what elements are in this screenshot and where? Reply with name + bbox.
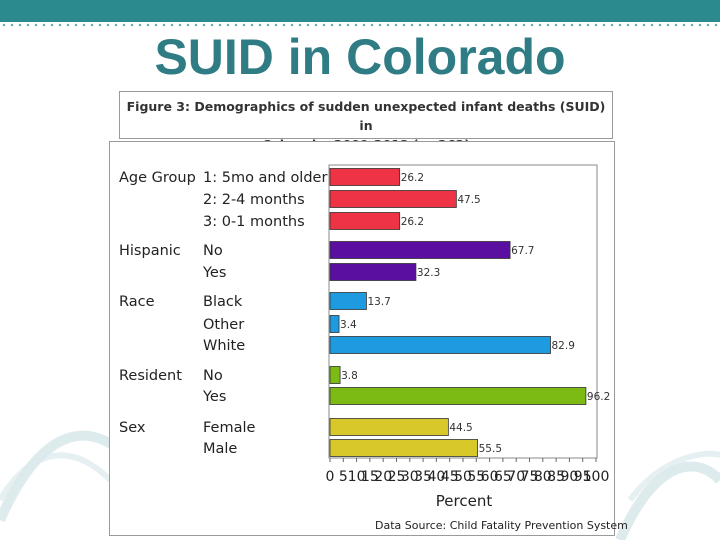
x-tick-label-30: 30	[401, 469, 419, 485]
category-label-sex-male: Male	[203, 441, 237, 457]
bar-hispanic-no	[329, 241, 511, 259]
group-label-hispanic: Hispanic	[119, 243, 181, 259]
x-tick-label-55: 55	[467, 469, 485, 485]
category-label-hispanic-no: No	[203, 243, 223, 259]
category-label-race-black: Black	[203, 294, 243, 310]
category-label-age-group-1-5mo-and-older: 1: 5mo and older	[203, 170, 327, 186]
value-label-race-other: 3.4	[340, 319, 357, 331]
category-label-race-other: Other	[203, 317, 244, 333]
bar-hispanic-yes	[329, 263, 417, 281]
bar-resident-no	[329, 366, 341, 384]
x-tick-label-70: 70	[507, 469, 525, 485]
header-band	[0, 0, 720, 22]
value-label-age-group-1-5mo-and-older: 26.2	[401, 172, 424, 184]
x-tick-label-5: 5	[339, 469, 348, 485]
category-label-age-group-2-2-4-months: 2: 2-4 months	[203, 192, 305, 208]
x-tick-label-0: 0	[326, 469, 335, 485]
category-label-sex-female: Female	[203, 420, 256, 436]
value-label-hispanic-no: 67.7	[511, 245, 534, 257]
x-tick-label-25: 25	[388, 469, 406, 485]
figure-caption-line1: Figure 3: Demographics of sudden unexpec…	[126, 99, 606, 133]
value-label-age-group-2-2-4-months: 47.5	[457, 194, 480, 206]
value-label-hispanic-yes: 32.3	[417, 267, 440, 279]
value-label-resident-no: 3.8	[341, 370, 358, 382]
bar-age-group-3-0-1-months	[329, 212, 401, 230]
bar-age-group-1-5mo-and-older	[329, 168, 401, 186]
x-axis-title: Percent	[436, 492, 493, 510]
bar-race-black	[329, 292, 367, 310]
value-label-race-white: 82.9	[552, 340, 575, 352]
slide-title: SUID in Colorado	[154, 29, 566, 85]
bar-sex-male	[329, 439, 479, 457]
bar-race-other	[329, 315, 340, 333]
x-tick-label-45: 45	[441, 469, 459, 485]
value-label-race-black: 13.7	[367, 296, 390, 308]
category-label-resident-yes: Yes	[202, 389, 226, 405]
x-tick-label-60: 60	[481, 469, 499, 485]
bar-resident-yes	[329, 387, 587, 405]
x-tick-label-40: 40	[427, 469, 445, 485]
value-label-sex-male: 55.5	[479, 443, 502, 455]
x-tick-label-100: 100	[583, 469, 610, 485]
x-tick-label-50: 50	[454, 469, 472, 485]
bar-race-white	[329, 336, 551, 354]
header-dot-pattern	[0, 22, 720, 28]
data-source-note: Data Source: Child Fatality Prevention S…	[375, 519, 628, 532]
x-tick-label-35: 35	[414, 469, 432, 485]
x-tick-label-65: 65	[494, 469, 512, 485]
group-label-sex: Sex	[119, 420, 146, 436]
bar-sex-female	[329, 418, 449, 436]
value-label-age-group-3-0-1-months: 26.2	[401, 216, 424, 228]
x-tick-label-20: 20	[374, 469, 392, 485]
x-tick-label-10: 10	[348, 469, 366, 485]
value-label-sex-female: 44.5	[449, 422, 472, 434]
x-tick-label-75: 75	[521, 469, 539, 485]
x-tick-label-95: 95	[574, 469, 592, 485]
category-label-race-white: White	[203, 338, 245, 354]
category-label-age-group-3-0-1-months: 3: 0-1 months	[203, 214, 305, 230]
group-label-race: Race	[119, 294, 155, 310]
plot-area-border	[328, 164, 598, 459]
group-label-age-group: Age Group	[119, 170, 196, 186]
category-label-resident-no: No	[203, 368, 223, 384]
bar-age-group-2-2-4-months	[329, 190, 457, 208]
figure-caption: Figure 3: Demographics of sudden unexpec…	[119, 91, 613, 152]
x-tick-label-90: 90	[560, 469, 578, 485]
category-label-hispanic-yes: Yes	[202, 265, 226, 281]
x-tick-label-85: 85	[547, 469, 565, 485]
group-label-resident: Resident	[119, 368, 182, 384]
x-tick-label-15: 15	[361, 469, 379, 485]
value-label-resident-yes: 96.2	[587, 391, 610, 403]
x-tick-label-80: 80	[534, 469, 552, 485]
